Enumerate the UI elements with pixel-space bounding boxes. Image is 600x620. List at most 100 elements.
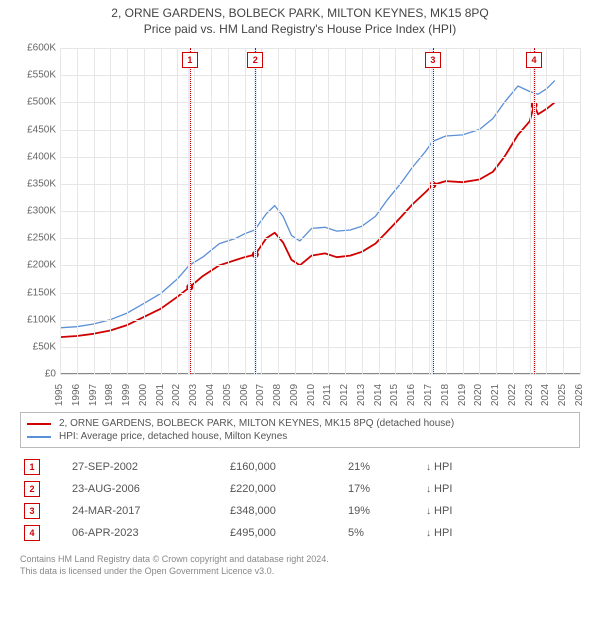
- sale-pct: 21%: [344, 456, 422, 478]
- sales-table: 127-SEP-2002£160,00021%↓ HPI223-AUG-2006…: [20, 456, 580, 544]
- grid-line-v: [127, 48, 128, 374]
- marker-number-box: 2: [247, 52, 263, 68]
- legend-item: HPI: Average price, detached house, Milt…: [27, 430, 573, 443]
- grid-line-v: [77, 48, 78, 374]
- legend-label: HPI: Average price, detached house, Milt…: [59, 431, 287, 442]
- y-tick-label: £500K: [10, 97, 56, 108]
- series-line-hpi: [60, 81, 555, 328]
- grid-line-h: [60, 265, 580, 266]
- sale-date: 23-AUG-2006: [68, 478, 226, 500]
- sale-price: £220,000: [226, 478, 344, 500]
- marker-line: [433, 48, 434, 374]
- arrow-down-icon: ↓: [426, 506, 431, 517]
- sale-vs-hpi: ↓ HPI: [422, 522, 580, 544]
- sale-date: 27-SEP-2002: [68, 456, 226, 478]
- marker-line: [534, 48, 535, 374]
- marker-line: [255, 48, 256, 374]
- sale-price: £495,000: [226, 522, 344, 544]
- marker-number-box: 3: [425, 52, 441, 68]
- grid-line-v: [312, 48, 313, 374]
- sale-date: 24-MAR-2017: [68, 500, 226, 522]
- sale-number-box: 3: [24, 503, 40, 519]
- grid-line-v: [110, 48, 111, 374]
- series-line-price_paid: [60, 102, 555, 337]
- grid-line-h: [60, 293, 580, 294]
- sale-number-box: 1: [24, 459, 40, 475]
- sale-price: £160,000: [226, 456, 344, 478]
- grid-line-v: [379, 48, 380, 374]
- grid-line-v: [278, 48, 279, 374]
- legend-item: 2, ORNE GARDENS, BOLBECK PARK, MILTON KE…: [27, 417, 573, 430]
- arrow-down-icon: ↓: [426, 462, 431, 473]
- y-tick-label: £550K: [10, 70, 56, 81]
- chart-title-address: 2, ORNE GARDENS, BOLBECK PARK, MILTON KE…: [0, 6, 600, 20]
- grid-line-h: [60, 374, 580, 375]
- y-tick-label: £450K: [10, 124, 56, 135]
- sale-number-box: 4: [24, 525, 40, 541]
- grid-line-v: [530, 48, 531, 374]
- grid-line-v: [295, 48, 296, 374]
- footer-line: Contains HM Land Registry data © Crown c…: [20, 554, 580, 566]
- grid-line-h: [60, 238, 580, 239]
- sale-vs-hpi: ↓ HPI: [422, 478, 580, 500]
- grid-line-v: [345, 48, 346, 374]
- grid-line-v: [563, 48, 564, 374]
- grid-line-v: [429, 48, 430, 374]
- marker-number-box: 1: [182, 52, 198, 68]
- grid-line-v: [245, 48, 246, 374]
- grid-line-v: [144, 48, 145, 374]
- grid-line-h: [60, 75, 580, 76]
- y-tick-label: £50K: [10, 341, 56, 352]
- y-tick-label: £0: [10, 369, 56, 380]
- grid-line-v: [546, 48, 547, 374]
- sale-row: 2 23-AUG-2006£220,00017%↓ HPI: [20, 478, 580, 500]
- arrow-down-icon: ↓: [426, 484, 431, 495]
- marker-number-box: 4: [526, 52, 542, 68]
- grid-line-v: [211, 48, 212, 374]
- grid-line-v: [463, 48, 464, 374]
- grid-line-v: [161, 48, 162, 374]
- sale-pct: 17%: [344, 478, 422, 500]
- grid-line-v: [261, 48, 262, 374]
- y-tick-label: £150K: [10, 287, 56, 298]
- grid-line-v: [60, 48, 61, 374]
- sale-number-box: 2: [24, 481, 40, 497]
- grid-line-v: [479, 48, 480, 374]
- sale-row: 4 06-APR-2023£495,0005%↓ HPI: [20, 522, 580, 544]
- sale-price: £348,000: [226, 500, 344, 522]
- sale-vs-hpi: ↓ HPI: [422, 500, 580, 522]
- grid-line-h: [60, 320, 580, 321]
- grid-line-h: [60, 130, 580, 131]
- sale-pct: 19%: [344, 500, 422, 522]
- x-tick-label: 2026: [565, 384, 595, 406]
- y-tick-label: £400K: [10, 151, 56, 162]
- y-tick-label: £350K: [10, 178, 56, 189]
- grid-line-v: [395, 48, 396, 374]
- grid-line-v: [328, 48, 329, 374]
- grid-line-v: [194, 48, 195, 374]
- grid-line-v: [513, 48, 514, 374]
- grid-line-v: [446, 48, 447, 374]
- grid-line-h: [60, 347, 580, 348]
- chart-title-subtitle: Price paid vs. HM Land Registry's House …: [0, 22, 600, 36]
- grid-line-v: [177, 48, 178, 374]
- sale-date: 06-APR-2023: [68, 522, 226, 544]
- footer-line: This data is licensed under the Open Gov…: [20, 566, 580, 578]
- grid-line-v: [580, 48, 581, 374]
- sale-pct: 5%: [344, 522, 422, 544]
- y-tick-label: £600K: [10, 43, 56, 54]
- y-tick-label: £200K: [10, 260, 56, 271]
- grid-line-h: [60, 184, 580, 185]
- legend-box: 2, ORNE GARDENS, BOLBECK PARK, MILTON KE…: [20, 412, 580, 448]
- sale-row: 3 24-MAR-2017£348,00019%↓ HPI: [20, 500, 580, 522]
- legend-swatch: [27, 423, 51, 425]
- grid-line-v: [94, 48, 95, 374]
- legend-swatch: [27, 436, 51, 438]
- grid-line-v: [496, 48, 497, 374]
- marker-line: [190, 48, 191, 374]
- arrow-down-icon: ↓: [426, 528, 431, 539]
- grid-line-h: [60, 102, 580, 103]
- y-tick-label: £250K: [10, 233, 56, 244]
- title-block: 2, ORNE GARDENS, BOLBECK PARK, MILTON KE…: [0, 0, 600, 36]
- y-tick-label: £100K: [10, 314, 56, 325]
